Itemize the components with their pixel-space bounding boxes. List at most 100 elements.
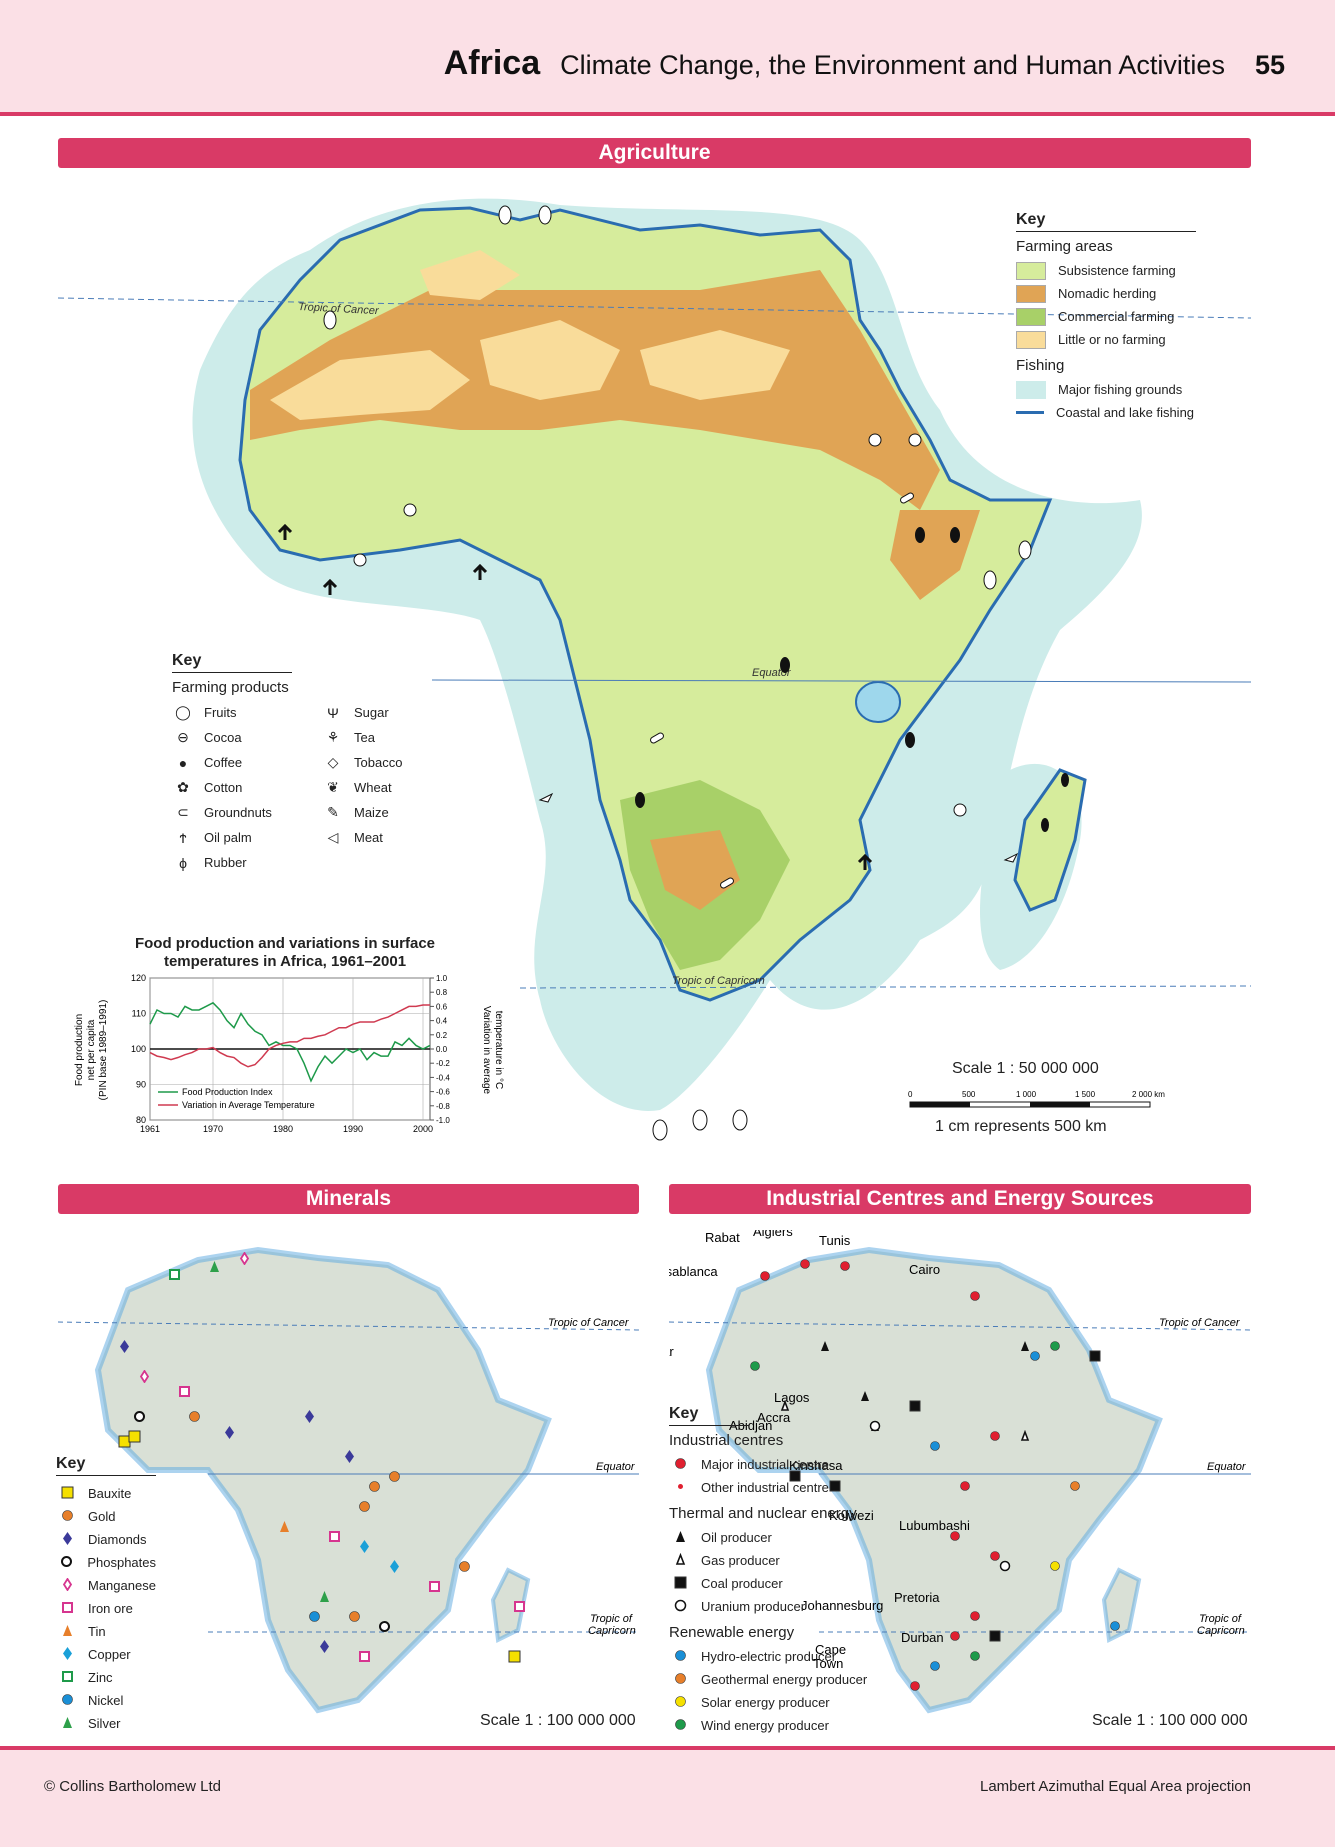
industry-key: Key Industrial centres Major industrial … bbox=[669, 1405, 889, 1737]
product-label: Fruits bbox=[204, 705, 237, 720]
industry-site-circle-filled-icon bbox=[750, 1361, 760, 1371]
industry-site-circle-filled-icon bbox=[1110, 1621, 1120, 1631]
chart-ytick-right: 1.0 bbox=[436, 974, 448, 983]
key-label: Tin bbox=[88, 1624, 106, 1639]
wheat-icon: ❦ bbox=[327, 779, 339, 795]
key-label: Solar energy producer bbox=[701, 1695, 830, 1710]
products-key-title: Key bbox=[172, 652, 292, 673]
key-label: Major industrial centre bbox=[701, 1457, 829, 1472]
product-key-row: ◇ Tobacco bbox=[322, 750, 432, 775]
chart-ytick-left: 90 bbox=[136, 1080, 146, 1090]
minerals-madagascar bbox=[490, 1567, 531, 1644]
city-label: Cairo bbox=[909, 1262, 940, 1277]
coffee-icon bbox=[950, 527, 960, 543]
food-production-chart: 80 90 100 110 120 1961 1970 1980 1990 2000-1.0 -0.… bbox=[74, 973, 504, 1134]
coffee-icon bbox=[780, 657, 790, 673]
farming-key-title: Key bbox=[1016, 211, 1196, 232]
agriculture-map[interactable]: Tropic of Cancer Equator Tropic of Capri… bbox=[0, 180, 1335, 1150]
industry-site-circle-filled-icon bbox=[960, 1481, 970, 1491]
industry-site-circle-filled-icon bbox=[1050, 1561, 1060, 1571]
fruit-icon: ◯ bbox=[175, 704, 191, 720]
circle-filled-icon bbox=[669, 1649, 691, 1665]
coastal-fishing-label: Coastal and lake fishing bbox=[1056, 405, 1195, 420]
tobacco-icon: ◇ bbox=[327, 754, 339, 770]
industry-map[interactable]: Tropic of Cancer Equator Tropic of Capri… bbox=[669, 1230, 1251, 1740]
chart-ylabel-right-1: Variation in average bbox=[481, 1006, 492, 1095]
industry-scale: Scale 1 : 100 000 000 bbox=[1092, 1712, 1248, 1729]
key-label: Gas producer bbox=[701, 1553, 780, 1568]
product-label: Tobacco bbox=[354, 755, 403, 770]
product-key-row: ⚘ Tea bbox=[322, 725, 432, 750]
city-label: Algiers bbox=[753, 1230, 793, 1239]
fruit-icon bbox=[692, 1109, 708, 1131]
scale-tick-0: 0 bbox=[908, 1090, 913, 1099]
triangle-open-icon bbox=[669, 1552, 691, 1569]
mineral-site-diamond-filled-icon bbox=[225, 1426, 234, 1439]
product-key-row: ◁ Meat bbox=[322, 825, 432, 850]
farming-areas-key: Key Farming areas Subsistence farming Nom… bbox=[1016, 211, 1196, 424]
chart-ytick-right: -1.0 bbox=[436, 1116, 450, 1125]
minerals-tropic-cancer-line bbox=[58, 1321, 639, 1331]
sugar-icon: Ψ bbox=[327, 704, 339, 721]
agri-scale-note: 1 cm represents 500 km bbox=[935, 1118, 1107, 1135]
product-label: Coffee bbox=[204, 755, 243, 770]
fruit-icon bbox=[498, 205, 512, 225]
diamond-open-icon bbox=[56, 1576, 78, 1594]
fishing-grounds-key-row: Major fishing grounds bbox=[1016, 378, 1196, 401]
key-label: Silver bbox=[88, 1716, 121, 1731]
product-label: Sugar bbox=[354, 705, 389, 720]
nomadic-south-area bbox=[650, 830, 740, 910]
industry-site-circle-filled-icon bbox=[950, 1531, 960, 1541]
key-label: Gold bbox=[88, 1509, 116, 1524]
mineral-site-circle-filled-icon bbox=[359, 1501, 370, 1512]
mineral-site-square-open-icon bbox=[514, 1601, 525, 1612]
industry-site-triangle-open-icon bbox=[1020, 1430, 1030, 1441]
coffee-icon bbox=[905, 732, 915, 748]
minerals-tropic-of-label: Tropic of bbox=[590, 1613, 633, 1625]
minerals-key-title: Key bbox=[56, 1455, 156, 1476]
nickel-key-row: Nickel bbox=[56, 1689, 156, 1712]
product-label: Groundnuts bbox=[204, 805, 272, 820]
cotton-icon bbox=[353, 553, 367, 567]
products-key-subtitle: Farming products bbox=[172, 679, 289, 696]
little-farming-area-1 bbox=[270, 350, 470, 420]
industry-site-circle-filled-icon bbox=[1070, 1481, 1080, 1491]
agri-scale-ratio: Scale 1 : 50 000 000 bbox=[952, 1060, 1099, 1077]
chart-ylabel-right-2: temperature in °C bbox=[493, 1011, 504, 1089]
industry-site-circle-filled-icon bbox=[910, 1681, 920, 1691]
mineral-site-triangle-filled-icon bbox=[210, 1261, 219, 1272]
city-label: Lubumbashi bbox=[899, 1518, 970, 1533]
mineral-site-circle-filled-icon bbox=[349, 1611, 360, 1622]
projection-note: Lambert Azimuthal Equal Area projection bbox=[980, 1778, 1251, 1795]
triangle-filled-icon bbox=[56, 1716, 78, 1732]
product-icons bbox=[277, 205, 1069, 1141]
chart-ytick-right: -0.6 bbox=[436, 1088, 450, 1097]
square-open-icon bbox=[56, 1670, 78, 1686]
key-label: Manganese bbox=[88, 1578, 156, 1593]
hydro-electric-producer-key-row: Hydro-electric producer bbox=[669, 1645, 889, 1668]
chart-xtick: 1961 bbox=[140, 1124, 160, 1134]
key-label: Iron ore bbox=[88, 1601, 133, 1616]
oil-palm-icon bbox=[277, 523, 293, 540]
city-label: Johannesburg bbox=[801, 1598, 883, 1613]
mineral-site-triangle-filled-icon bbox=[320, 1591, 329, 1602]
mineral-site-square-open-icon bbox=[169, 1269, 180, 1280]
product-label: Cotton bbox=[204, 780, 243, 795]
farming-swatch bbox=[1016, 284, 1046, 303]
industry-banner: Industrial Centres and Energy Sources bbox=[669, 1184, 1251, 1214]
mineral-site-diamond-filled-icon bbox=[305, 1410, 314, 1423]
key-label: Nickel bbox=[88, 1693, 124, 1708]
mineral-site-circle-filled-icon bbox=[369, 1481, 380, 1492]
circle-filled-icon bbox=[669, 1672, 691, 1688]
maize-icon bbox=[900, 492, 914, 504]
industry-site-circle-filled-icon bbox=[990, 1551, 1000, 1561]
minerals-map[interactable]: Tropic of Cancer Equator Tropic of Capri… bbox=[58, 1230, 639, 1740]
mineral-site-circle-filled-icon bbox=[309, 1611, 320, 1622]
coffee-icon bbox=[635, 792, 645, 808]
cotton-icon bbox=[403, 503, 417, 517]
lake-victoria bbox=[855, 681, 901, 723]
chart-title-line1: Food production and variations in surfac… bbox=[134, 935, 436, 952]
mineral-site-diamond-filled-icon bbox=[360, 1540, 369, 1553]
agri-scale-bar: 0 500 1 000 1 500 2 000 km bbox=[908, 1090, 1165, 1108]
key-label: Zinc bbox=[88, 1670, 113, 1685]
